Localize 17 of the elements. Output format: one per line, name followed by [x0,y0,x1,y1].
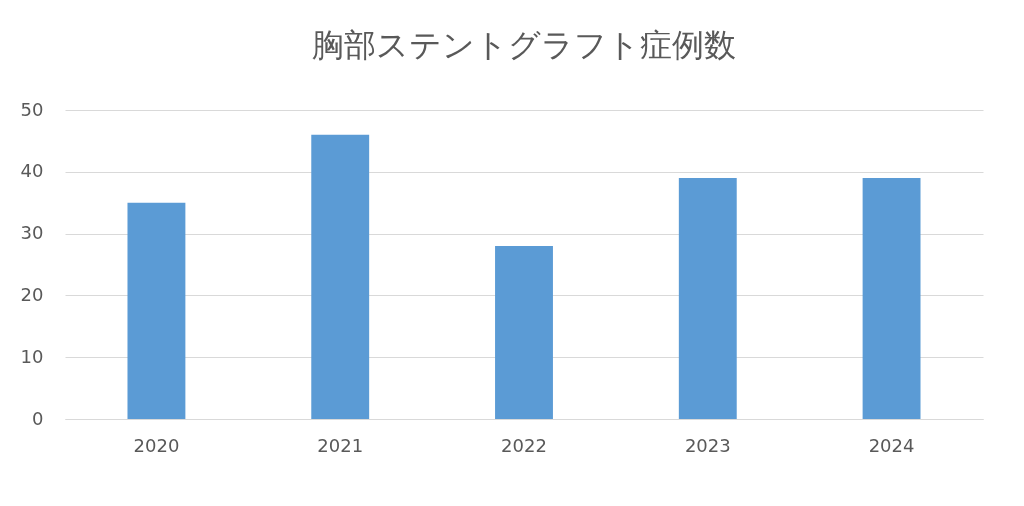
y-tick-label: 50 [20,98,44,120]
bar [862,177,921,419]
y-tick-label: 30 [20,222,44,244]
x-tick-label: 2021 [317,434,364,456]
y-tick-label: 10 [20,345,44,367]
bar [127,202,186,419]
y-tick-label: 20 [20,283,44,305]
bar [311,134,370,419]
x-tick-label: 2020 [133,434,180,456]
x-tick-label: 2024 [868,434,915,456]
y-tick-label: 40 [20,160,44,182]
x-tick-label: 2023 [684,434,731,456]
bar [678,177,737,419]
chart-title: 胸部ステントグラフト症例数 [312,26,736,64]
x-tick-label: 2022 [501,434,547,456]
y-tick-label: 0 [32,407,44,429]
bar [495,245,553,419]
